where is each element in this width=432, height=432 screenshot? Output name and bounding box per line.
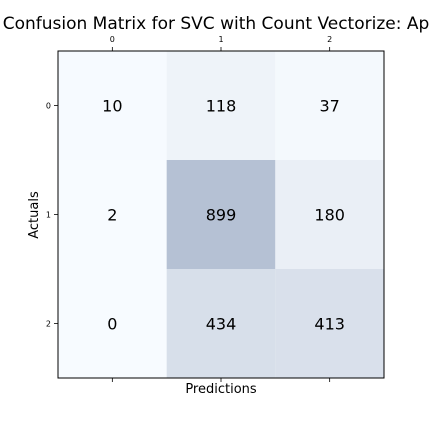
y-ticks: 0 1 2 bbox=[46, 102, 58, 329]
y-tick-label-1: 1 bbox=[46, 211, 51, 220]
heatmap-cell-r0-c2 bbox=[275, 51, 384, 160]
x-ticks: 0 1 2 bbox=[110, 35, 332, 382]
cell-value-r1-c0: 2 bbox=[107, 206, 117, 225]
x-tick-label-0: 0 bbox=[110, 35, 115, 44]
x-tick-label-1: 1 bbox=[218, 35, 223, 44]
cell-value-r0-c2: 37 bbox=[319, 97, 339, 116]
heatmap-cell-r1-c2 bbox=[275, 160, 384, 269]
y-axis-label: Actuals bbox=[27, 191, 42, 239]
y-tick-label-2: 2 bbox=[46, 320, 51, 329]
x-tick-label-2: 2 bbox=[327, 35, 332, 44]
heatmap-cell-r0-c1 bbox=[166, 51, 276, 160]
heatmap-cell-r1-c1 bbox=[166, 160, 276, 269]
cell-value-r0-c0: 10 bbox=[102, 97, 122, 116]
heatmap-cell-r2-c0 bbox=[58, 269, 167, 378]
cell-value-r0-c1: 118 bbox=[206, 97, 237, 116]
cell-value-r1-c1: 899 bbox=[206, 206, 237, 225]
cell-value-r1-c2: 180 bbox=[314, 206, 345, 225]
heatmap-cell-r1-c0 bbox=[58, 160, 167, 269]
cell-value-r2-c0: 0 bbox=[107, 315, 117, 334]
heatmap-cell-r0-c0 bbox=[58, 51, 167, 160]
y-tick-label-0: 0 bbox=[46, 102, 51, 111]
cell-value-r2-c2: 413 bbox=[314, 315, 345, 334]
heatmap-cells: 10 118 37 2 899 180 0 434 413 bbox=[58, 51, 384, 378]
cell-value-r2-c1: 434 bbox=[206, 315, 237, 334]
x-axis-label: Predictions bbox=[185, 382, 257, 397]
heatmap-cell-r2-c1 bbox=[166, 269, 276, 378]
heatmap-cell-r2-c2 bbox=[275, 269, 384, 378]
chart-title: Confusion Matrix for SVC with Count Vect… bbox=[3, 14, 430, 34]
